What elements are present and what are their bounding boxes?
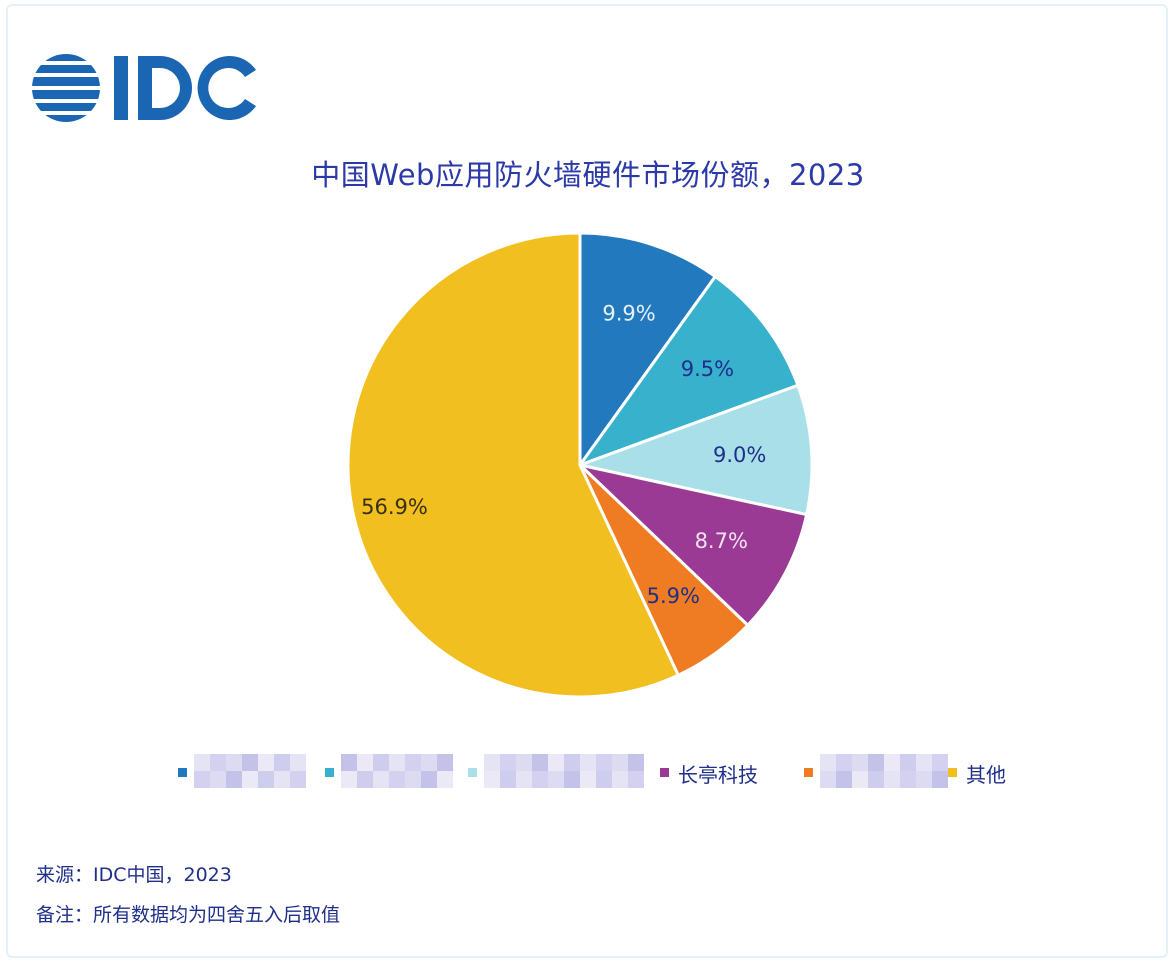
legend-label: 其他	[966, 763, 1006, 787]
redacted-legend-label	[194, 754, 306, 788]
pie-slice-1	[578, 231, 717, 467]
globe-icon	[32, 54, 100, 122]
slice-data-label-6: 56.9%	[361, 495, 428, 519]
remark-note: 备注：所有数据均为四舍五入后取值	[36, 904, 341, 926]
pie-slice-2	[578, 275, 800, 467]
slice-data-label-3: 9.0%	[713, 443, 766, 467]
legend-swatch	[325, 768, 334, 777]
redacted-legend-label	[484, 754, 644, 788]
pie-slice-4	[578, 463, 809, 627]
pie-slice-3	[578, 383, 814, 517]
redacted-legend-label	[341, 754, 453, 788]
legend-swatch	[660, 768, 669, 777]
chart-frame	[6, 4, 1168, 958]
legend-swatch	[178, 768, 187, 777]
slice-data-label-2: 9.5%	[681, 357, 734, 381]
chart-legend: 长亭科技 其他	[0, 752, 1176, 792]
pie-slice-6	[346, 231, 680, 699]
redacted-legend-label	[820, 754, 948, 788]
slice-data-label-4: 8.7%	[695, 529, 748, 553]
legend-swatch	[948, 768, 957, 777]
legend-swatch	[804, 768, 813, 777]
legend-swatch	[468, 768, 477, 777]
slice-data-label-1: 9.9%	[602, 302, 655, 326]
source-note: 来源：IDC中国，2023	[36, 864, 232, 886]
slice-data-label-5: 5.9%	[647, 584, 700, 608]
idc-logo	[32, 54, 256, 122]
legend-label: 长亭科技	[678, 763, 758, 787]
chart-title: 中国Web应用防火墙硬件市场份额，2023	[311, 158, 865, 192]
